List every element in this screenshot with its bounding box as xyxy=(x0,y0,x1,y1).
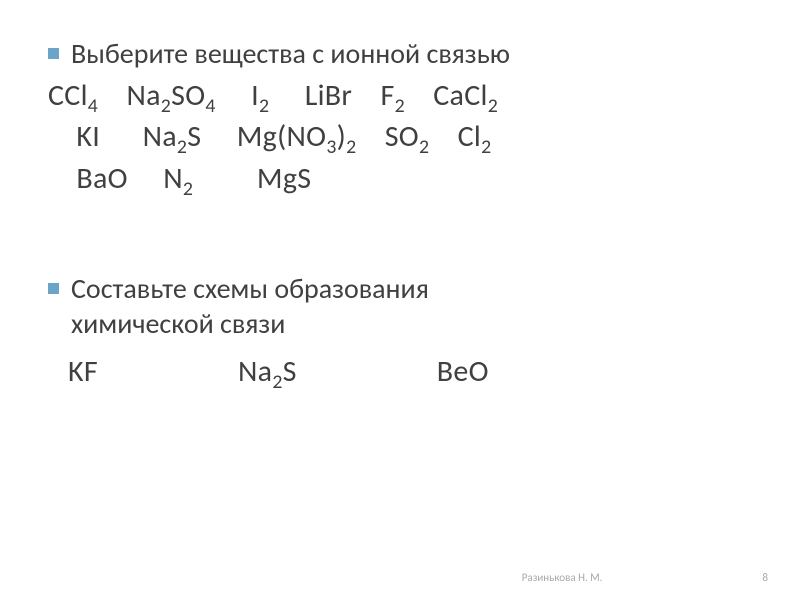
page-number: 8 xyxy=(762,571,768,584)
footer-author: Разинькова Н. М. xyxy=(522,571,603,584)
answer-2: Na2S xyxy=(238,353,297,390)
bullet-item-1: Выберите вещества с ионной связью xyxy=(48,36,752,71)
answer-1: KF xyxy=(68,353,98,390)
square-bullet-icon xyxy=(48,283,59,294)
bullet-2-text: Составьте схемы образования химической с… xyxy=(71,271,429,341)
bullet-2-line1: Составьте схемы образования xyxy=(71,271,429,306)
formula-line-3: BaO N2 MgS xyxy=(48,158,752,199)
formula-line-2: KI Na2S Mg(NO3)2 SO2 Cl2 xyxy=(48,116,752,157)
formula-line-1: CCl4 Na2SO4 I2 LiBr F2 CaCl2 xyxy=(48,75,752,116)
formula-list: CCl4 Na2SO4 I2 LiBr F2 CaCl2 KI Na2S Mg(… xyxy=(48,75,752,199)
slide-content: Выберите вещества с ионной связью CCl4 N… xyxy=(0,0,800,600)
bullet-1-text: Выберите вещества с ионной связью xyxy=(71,36,510,71)
bullet-item-2: Составьте схемы образования химической с… xyxy=(48,271,752,341)
slide-footer: Разинькова Н. М. 8 xyxy=(522,571,768,584)
answer-3: BeO xyxy=(437,353,489,390)
bullet-2-line2: химической связи xyxy=(71,306,285,341)
answer-row: KF Na2S BeO xyxy=(68,353,752,390)
square-bullet-icon xyxy=(48,48,59,59)
